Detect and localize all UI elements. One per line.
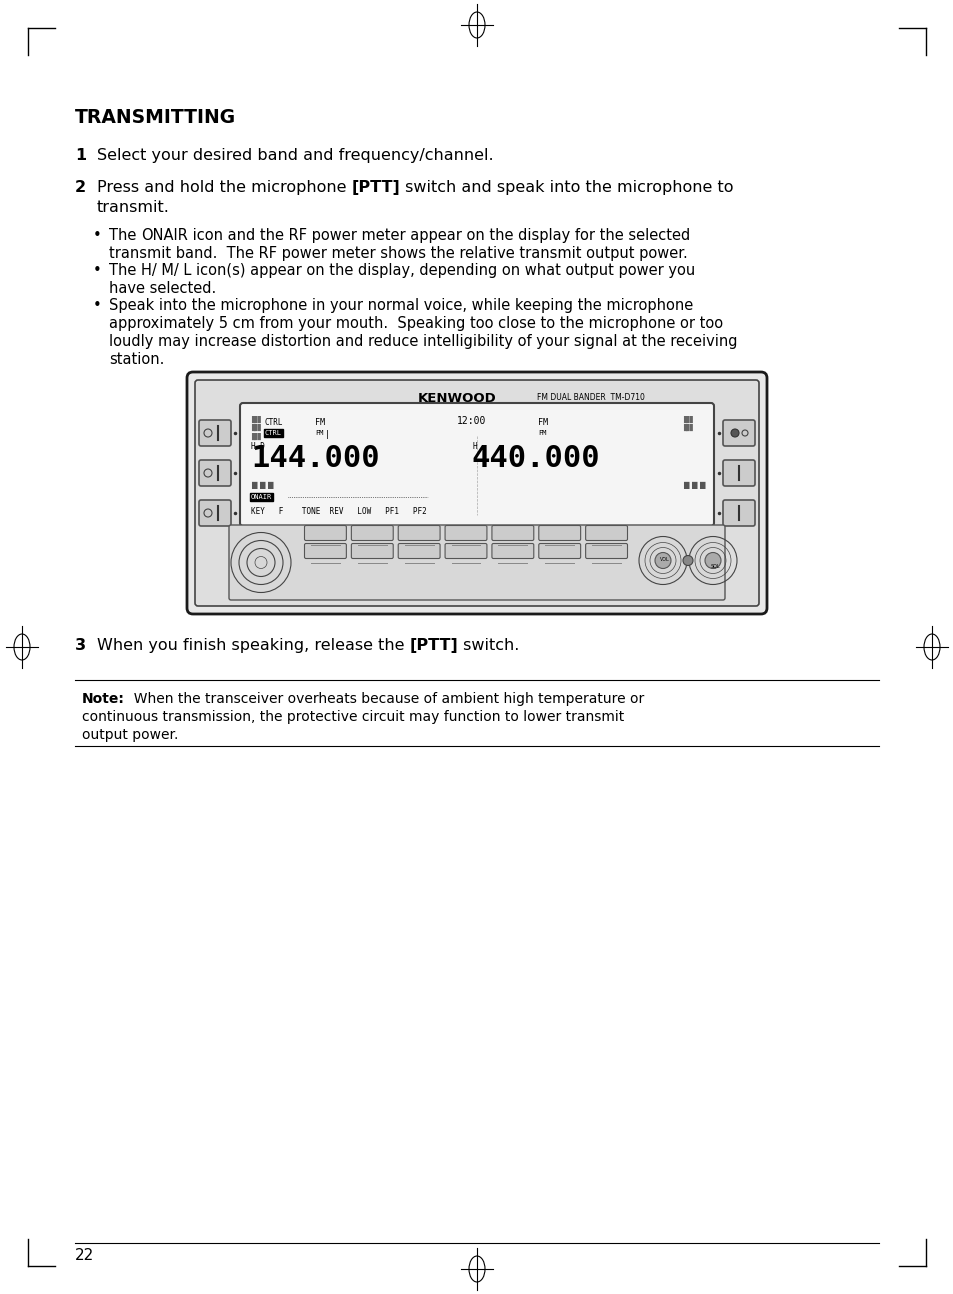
Text: KENWOOD: KENWOOD — [417, 392, 496, 405]
Text: ███
███
███: ███ ███ ███ — [251, 415, 260, 440]
Text: |: | — [325, 430, 330, 439]
Text: 144.000: 144.000 — [251, 444, 379, 474]
Text: H D: H D — [251, 443, 265, 452]
Text: ONAIR: ONAIR — [251, 494, 272, 499]
Text: CTRL: CTRL — [265, 430, 282, 436]
Text: output power.: output power. — [82, 729, 178, 741]
Text: [PTT]: [PTT] — [352, 180, 400, 195]
Text: █: █ — [699, 481, 703, 489]
Circle shape — [655, 553, 670, 568]
Text: ONAIR: ONAIR — [251, 494, 272, 499]
Text: •: • — [92, 298, 102, 313]
FancyBboxPatch shape — [351, 543, 393, 559]
FancyBboxPatch shape — [240, 402, 713, 525]
FancyBboxPatch shape — [194, 380, 759, 606]
Text: ONAIR: ONAIR — [141, 228, 188, 243]
Text: CTRL: CTRL — [265, 418, 283, 427]
Text: [PTT]: [PTT] — [409, 638, 457, 653]
Text: 22: 22 — [75, 1247, 94, 1263]
Text: have selected.: have selected. — [109, 281, 216, 296]
Text: Note:: Note: — [82, 692, 125, 707]
Text: approximately 5 cm from your mouth.  Speaking too close to the microphone or too: approximately 5 cm from your mouth. Spea… — [109, 316, 722, 331]
Text: 3: 3 — [75, 638, 86, 653]
Text: █: █ — [682, 481, 688, 489]
Text: █: █ — [258, 481, 264, 489]
Text: When you finish speaking, release the: When you finish speaking, release the — [97, 638, 409, 653]
Text: VOL: VOL — [659, 556, 669, 562]
FancyBboxPatch shape — [187, 371, 766, 613]
Text: 2: 2 — [75, 180, 86, 195]
Text: Press and hold the microphone: Press and hold the microphone — [97, 180, 352, 195]
Text: FM: FM — [314, 418, 325, 427]
Text: FM DUAL BANDER  TM-D710: FM DUAL BANDER TM-D710 — [537, 393, 644, 402]
Text: When the transceiver overheats because of ambient high temperature or: When the transceiver overheats because o… — [125, 692, 643, 707]
FancyBboxPatch shape — [585, 525, 627, 541]
Circle shape — [704, 553, 720, 568]
FancyBboxPatch shape — [199, 459, 231, 487]
Text: continuous transmission, the protective circuit may function to lower transmit: continuous transmission, the protective … — [82, 710, 623, 725]
FancyBboxPatch shape — [229, 525, 724, 600]
FancyBboxPatch shape — [304, 543, 346, 559]
Text: █: █ — [251, 481, 256, 489]
Text: The H/ M/ L icon(s) appear on the display, depending on what output power you: The H/ M/ L icon(s) appear on the displa… — [109, 263, 695, 278]
FancyBboxPatch shape — [445, 543, 486, 559]
FancyBboxPatch shape — [351, 525, 393, 541]
FancyBboxPatch shape — [397, 525, 439, 541]
Text: loudly may increase distortion and reduce intelligibility of your signal at the : loudly may increase distortion and reduc… — [109, 334, 737, 349]
Text: •: • — [92, 228, 102, 243]
FancyBboxPatch shape — [722, 459, 754, 487]
Text: FM: FM — [314, 430, 323, 436]
FancyBboxPatch shape — [199, 499, 231, 525]
FancyBboxPatch shape — [492, 543, 534, 559]
Text: icon and the RF power meter appear on the display for the selected: icon and the RF power meter appear on th… — [188, 228, 689, 243]
FancyBboxPatch shape — [538, 543, 580, 559]
Text: transmit band.  The RF power meter shows the relative transmit output power.: transmit band. The RF power meter shows … — [109, 246, 687, 261]
Text: H: H — [473, 443, 477, 452]
FancyBboxPatch shape — [722, 499, 754, 525]
Text: switch.: switch. — [457, 638, 519, 653]
Text: switch and speak into the microphone to: switch and speak into the microphone to — [400, 180, 733, 195]
Text: transmit.: transmit. — [97, 201, 170, 215]
Text: FM: FM — [537, 430, 546, 436]
Text: █: █ — [267, 481, 273, 489]
FancyBboxPatch shape — [304, 525, 346, 541]
Text: 1: 1 — [75, 148, 86, 163]
FancyBboxPatch shape — [538, 525, 580, 541]
Text: FM: FM — [537, 418, 547, 427]
Text: TRANSMITTING: TRANSMITTING — [75, 107, 236, 127]
FancyBboxPatch shape — [199, 421, 231, 446]
FancyBboxPatch shape — [397, 543, 439, 559]
Text: █: █ — [690, 481, 696, 489]
Circle shape — [730, 430, 739, 437]
Text: KEY   F    TONE  REV   LOW   PF1   PF2: KEY F TONE REV LOW PF1 PF2 — [251, 507, 426, 516]
Text: 12:00: 12:00 — [456, 415, 486, 426]
Text: station.: station. — [109, 352, 164, 367]
FancyBboxPatch shape — [585, 543, 627, 559]
Text: Speak into the microphone in your normal voice, while keeping the microphone: Speak into the microphone in your normal… — [109, 298, 693, 313]
FancyBboxPatch shape — [445, 525, 486, 541]
Text: •: • — [92, 263, 102, 278]
Text: Select your desired band and frequency/channel.: Select your desired band and frequency/c… — [97, 148, 493, 163]
Text: The: The — [109, 228, 141, 243]
FancyBboxPatch shape — [492, 525, 534, 541]
Text: 440.000: 440.000 — [471, 444, 599, 474]
Circle shape — [682, 555, 692, 565]
Text: SQL: SQL — [709, 563, 720, 568]
Text: CTRL: CTRL — [265, 430, 282, 436]
Text: ███
███: ███ ███ — [682, 415, 692, 431]
FancyBboxPatch shape — [722, 421, 754, 446]
